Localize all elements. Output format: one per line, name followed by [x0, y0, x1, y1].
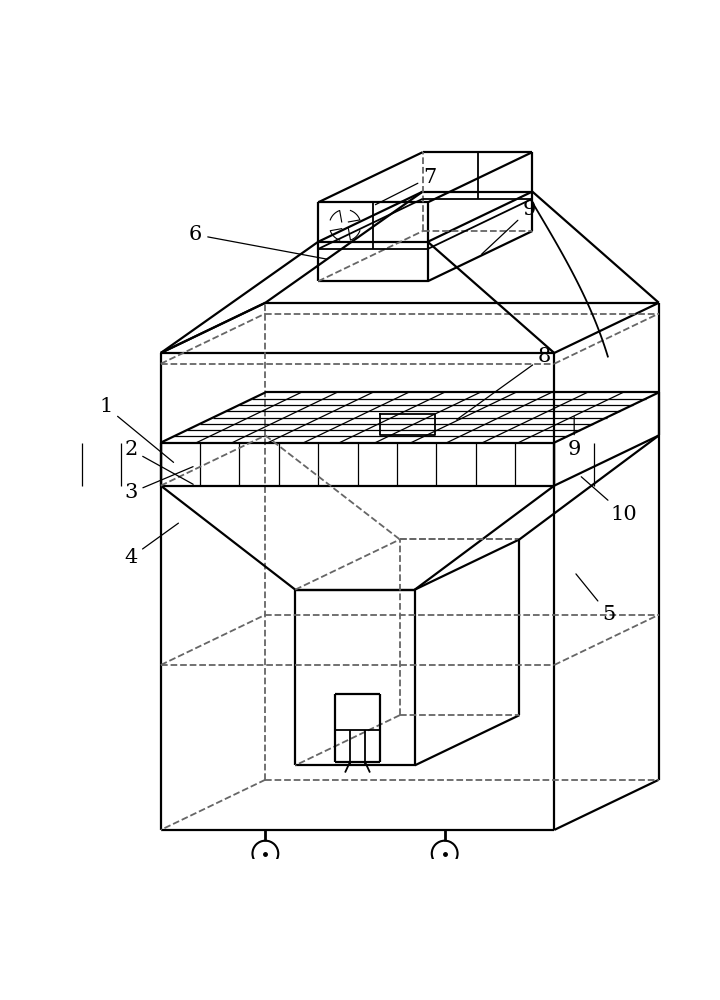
Text: 7: 7: [375, 168, 436, 205]
Text: 9: 9: [482, 200, 536, 254]
Text: 10: 10: [581, 477, 637, 524]
Text: 1: 1: [99, 397, 174, 462]
Text: 4: 4: [125, 523, 179, 567]
Text: 2: 2: [125, 440, 193, 484]
Text: 6: 6: [189, 225, 328, 259]
Text: 8: 8: [457, 347, 551, 419]
Text: 3: 3: [124, 467, 193, 502]
Text: 5: 5: [576, 574, 616, 624]
Text: 9: 9: [567, 417, 581, 459]
